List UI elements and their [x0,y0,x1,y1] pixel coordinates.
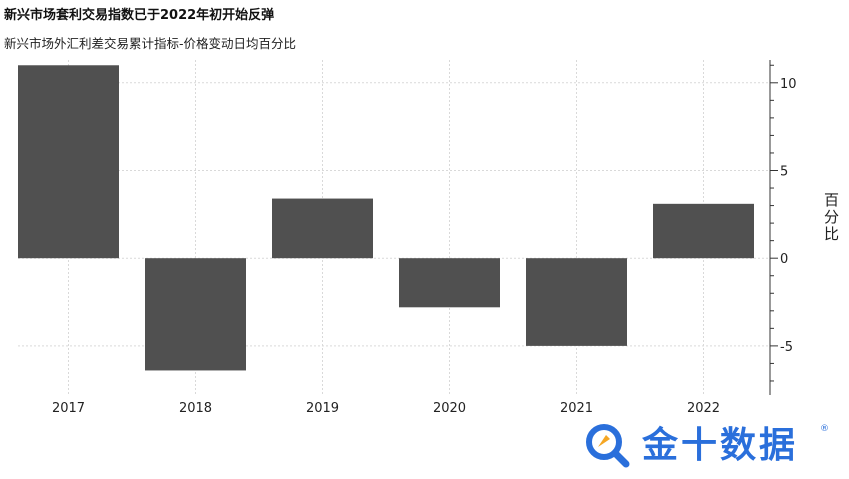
y-tick-label: 0 [780,252,788,267]
search-rocket-icon [586,424,630,468]
chart-title: 新兴市场套利交易指数已于2022年初开始反弹 [4,8,275,23]
x-tick-label: 2020 [433,401,466,416]
y-tick-label: -5 [780,340,793,355]
bar [145,258,246,371]
x-tick-label: 2022 [687,401,720,416]
brand-logo: 金十数据 ® [584,422,829,470]
y-axis-label: 百分比 [822,192,840,243]
bar [18,65,119,259]
bar [272,198,373,259]
y-tick-label: 10 [780,77,797,92]
chart-subtitle: 新兴市场外汇利差交易累计指标-价格变动日均百分比 [4,36,297,51]
x-tick-label: 2018 [179,401,212,416]
x-tick-label: 2019 [306,401,339,416]
x-tick-label: 2021 [560,401,593,416]
registered-mark: ® [820,424,829,434]
bar [526,258,627,346]
bar [653,203,754,259]
bar [399,258,500,308]
x-tick-label: 2017 [52,401,85,416]
brand-logo-text: 金十数据 [642,425,799,466]
y-tick-label: 5 [780,164,788,179]
